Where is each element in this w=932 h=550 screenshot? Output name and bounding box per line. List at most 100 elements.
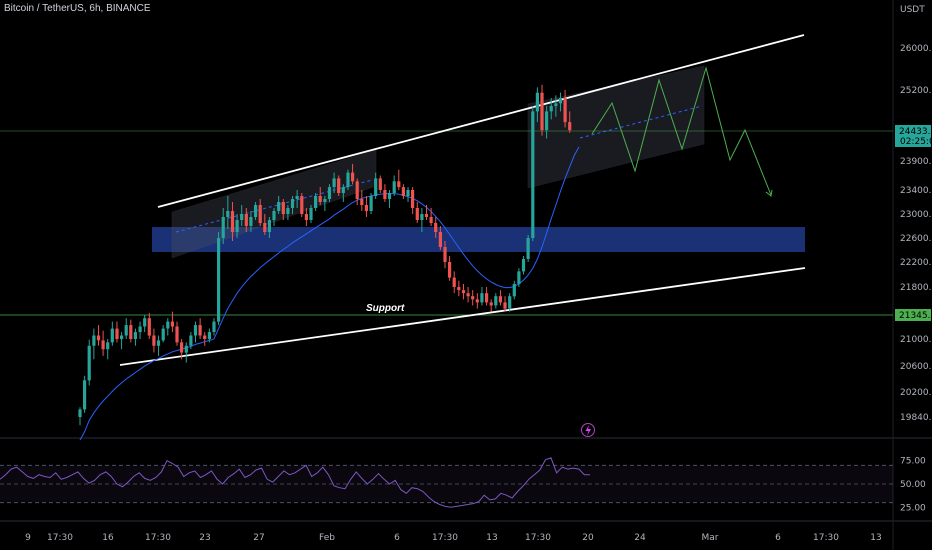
candle-body — [568, 122, 572, 131]
candle-body — [304, 214, 308, 220]
time-axis-tick: Feb — [319, 533, 335, 543]
candle-body — [475, 299, 479, 303]
candle-body — [258, 205, 262, 223]
candle-body — [429, 217, 433, 223]
candle-body — [503, 302, 507, 309]
candle-body — [461, 290, 466, 294]
candle-body — [193, 325, 198, 336]
projection-arrowhead — [765, 189, 773, 197]
time-axis-tick: 6 — [394, 533, 400, 543]
upper-trendline — [157, 34, 805, 208]
price-axis-tick: 23900.00 — [900, 157, 932, 167]
candle-body — [526, 238, 530, 259]
chart-symbol-title: Bitcoin / TetherUS, 6h, BINANCE — [4, 3, 151, 14]
candle-body — [203, 335, 207, 339]
candle-body — [129, 325, 133, 339]
candle-body — [438, 232, 442, 247]
candle-body — [489, 302, 493, 306]
last-price-value: 24433.00 — [899, 127, 932, 137]
candle-body — [152, 335, 156, 346]
price-axis-tick: 22600.00 — [900, 234, 932, 244]
candle-body — [369, 196, 373, 211]
price-axis-tick: 25200.00 — [900, 86, 932, 96]
time-axis-tick: 17:30 — [813, 533, 839, 543]
candle-body — [189, 335, 193, 346]
candle-body — [415, 208, 419, 220]
candle-body — [397, 181, 401, 188]
candle-body — [143, 318, 147, 327]
candle-body — [521, 259, 526, 272]
countdown-timer: 02:25:07 — [900, 137, 932, 147]
candle-body — [466, 293, 470, 297]
candle-body — [480, 293, 484, 303]
candle-body — [212, 321, 216, 332]
candle-body — [170, 321, 174, 327]
candle-body — [115, 328, 119, 339]
candle-body — [161, 328, 165, 341]
moving-average-line — [79, 146, 580, 441]
time-axis-tick: 16 — [102, 533, 114, 543]
time-axis-tick: 6 — [775, 533, 781, 543]
time-axis-tick: 17:30 — [145, 533, 171, 543]
rsi-line — [0, 457, 590, 508]
candle-body — [110, 328, 114, 343]
candle-body — [512, 283, 516, 297]
candle-body — [207, 332, 211, 339]
candle-body — [424, 214, 429, 217]
candle-body — [378, 178, 382, 190]
price-axis-tick: 21800.00 — [900, 283, 932, 293]
last-price-tag — [895, 125, 931, 147]
candle-body — [295, 196, 299, 199]
candle-body — [420, 214, 424, 220]
candle-body — [263, 223, 267, 232]
time-axis-tick: 17:30 — [432, 533, 458, 543]
candle-body — [485, 293, 489, 303]
candle-body — [554, 103, 558, 107]
candle-body — [92, 335, 96, 346]
candle-body — [351, 172, 355, 182]
time-axis-tick: Mar — [702, 533, 719, 543]
support-label: Support — [366, 303, 405, 314]
support-price-value: 21345.42 — [899, 311, 932, 321]
candle-body — [545, 111, 549, 131]
time-axis-tick: 24 — [634, 533, 646, 543]
candle-body — [383, 190, 387, 199]
candle-body — [314, 196, 318, 208]
candle-body — [341, 187, 345, 193]
candle-body — [147, 318, 151, 336]
candle-body — [360, 199, 364, 205]
candle-body — [448, 262, 452, 278]
price-axis-tick: 21000.00 — [900, 335, 932, 345]
candle-body — [494, 296, 498, 306]
candle-body — [563, 98, 567, 123]
candle-body — [540, 92, 544, 131]
demand-zone — [152, 227, 805, 252]
candle-body — [374, 178, 378, 196]
candle-body — [355, 181, 359, 199]
time-axis-tick: 17:30 — [47, 533, 73, 543]
time-axis-tick: 23 — [199, 533, 210, 543]
candle-body — [387, 193, 392, 199]
candle-body — [138, 326, 142, 333]
candle-body — [498, 296, 502, 303]
candle-body — [364, 205, 368, 211]
candle-body — [217, 238, 221, 322]
candle-body — [531, 111, 535, 238]
candle-body — [452, 277, 456, 287]
time-axis-tick: 17:30 — [525, 533, 551, 543]
candle-body — [221, 217, 225, 238]
candle-body — [124, 325, 128, 336]
candle-body — [133, 332, 137, 339]
time-axis-tick: 27 — [253, 533, 264, 543]
price-axis-tick: 20200.00 — [900, 388, 932, 398]
lightning-icon — [581, 423, 595, 437]
time-axis-tick: 13 — [486, 533, 497, 543]
candle-body — [101, 340, 105, 350]
candle-body — [180, 342, 184, 353]
candle-body — [323, 199, 327, 202]
price-axis-tick: 23400.00 — [900, 186, 932, 196]
candle-body — [184, 345, 188, 353]
candle-body — [96, 335, 101, 341]
candle-body — [254, 205, 258, 217]
